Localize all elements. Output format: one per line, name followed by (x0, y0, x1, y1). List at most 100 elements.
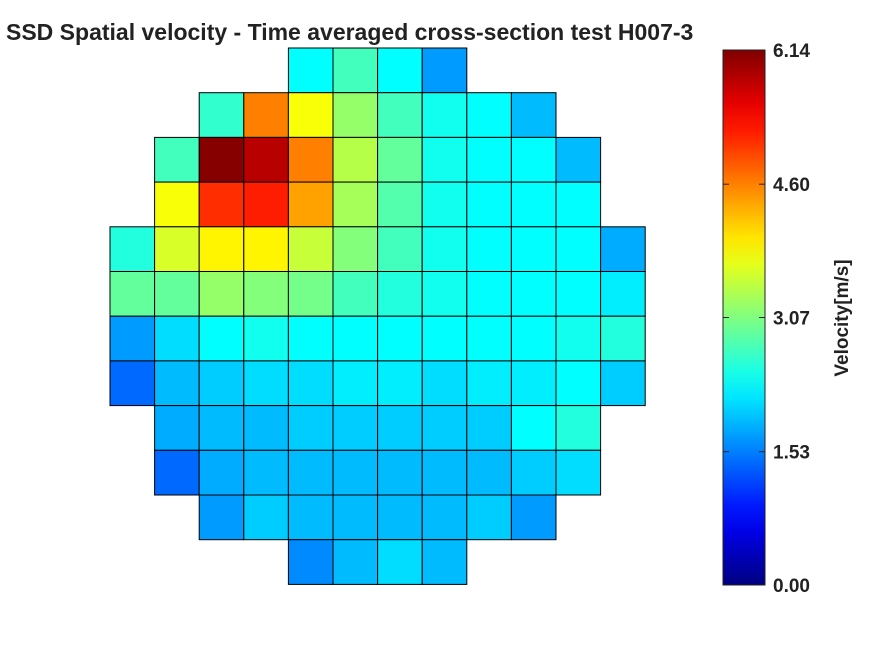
heatmap-cell-r1-c2 (198, 92, 245, 138)
heatmap-cell-r2-c2 (198, 136, 245, 183)
heatmap-cell-r2-c9 (510, 136, 557, 183)
heatmap-cell-r0-c7 (421, 47, 468, 94)
heatmap-cell-r9-c6 (377, 449, 423, 496)
heatmap-cell-r4-c11 (600, 226, 646, 273)
heatmap-cell-r4-c10 (555, 226, 602, 273)
heatmap-cell-r5-c3 (243, 271, 289, 317)
heatmap-cell-r4-c6 (377, 226, 423, 273)
heatmap-cell-r2-c1 (154, 136, 200, 183)
heatmap-cell-r4-c7 (421, 226, 468, 273)
colorbar-tick-label: 6.14 (773, 41, 810, 62)
heatmap-cell-r7-c9 (510, 360, 557, 407)
heatmap-cell-r8-c7 (421, 405, 468, 451)
heatmap-cell-r3-c5 (332, 181, 379, 228)
heatmap-cell-r6-c4 (287, 315, 334, 362)
heatmap-cell-r6-c3 (243, 315, 289, 362)
heatmap-cell-r6-c10 (555, 315, 602, 362)
heatmap-cell-r4-c1 (154, 226, 200, 273)
heatmap-cell-r6-c9 (510, 315, 557, 362)
heatmap-cell-r5-c4 (287, 271, 334, 317)
heatmap-cell-r9-c1 (154, 449, 200, 496)
heatmap-cell-r1-c5 (332, 92, 379, 138)
colorbar-gradient (722, 49, 766, 586)
heatmap-cell-r6-c8 (466, 315, 512, 362)
heatmap-cell-r5-c5 (332, 271, 379, 317)
heatmap-cell-r1-c9 (510, 92, 557, 138)
heatmap-cell-r2-c8 (466, 136, 512, 183)
heatmap-cell-r4-c5 (332, 226, 379, 273)
heatmap-cell-r10-c3 (243, 494, 289, 541)
heatmap-cell-r8-c1 (154, 405, 200, 451)
heatmap-cell-r3-c4 (287, 181, 334, 228)
heatmap-cell-r9-c7 (421, 449, 468, 496)
heatmap-cell-r0-c6 (377, 47, 423, 94)
heatmap-cell-r3-c7 (421, 181, 468, 228)
heatmap-cell-r1-c3 (243, 92, 289, 138)
heatmap-cell-r6-c1 (154, 315, 200, 362)
heatmap-cell-r10-c8 (466, 494, 512, 541)
heatmap-cell-r2-c4 (287, 136, 334, 183)
colorbar-tick-label: 3.07 (773, 309, 810, 330)
heatmap-cell-r7-c8 (466, 360, 512, 407)
heatmap-cell-r3-c2 (198, 181, 245, 228)
heatmap-cell-r9-c4 (287, 449, 334, 496)
heatmap-cell-r9-c10 (555, 449, 602, 496)
heatmap-cell-r11-c6 (377, 539, 423, 585)
heatmap-cell-r7-c6 (377, 360, 423, 407)
heatmap-cell-r4-c0 (109, 226, 156, 273)
heatmap-cell-r7-c11 (600, 360, 646, 407)
heatmap-cell-r8-c5 (332, 405, 379, 451)
heatmap-cell-r8-c10 (555, 405, 602, 451)
heatmap-cell-r5-c11 (600, 271, 646, 317)
heatmap-cell-r9-c2 (198, 449, 245, 496)
heatmap-cell-r10-c4 (287, 494, 334, 541)
heatmap-cell-r10-c9 (510, 494, 557, 541)
heatmap-cell-r8-c4 (287, 405, 334, 451)
heatmap-cell-r6-c7 (421, 315, 468, 362)
heatmap-cell-r5-c2 (198, 271, 245, 317)
heatmap-cell-r4-c9 (510, 226, 557, 273)
heatmap-cell-r4-c4 (287, 226, 334, 273)
heatmap-cell-r1-c6 (377, 92, 423, 138)
heatmap-cell-r2-c5 (332, 136, 379, 183)
heatmap-cell-r3-c6 (377, 181, 423, 228)
heatmap-cell-r4-c3 (243, 226, 289, 273)
heatmap-cell-r2-c6 (377, 136, 423, 183)
heatmap-cell-r8-c2 (198, 405, 245, 451)
heatmap-cell-r10-c5 (332, 494, 379, 541)
heatmap-cell-r11-c7 (421, 539, 468, 585)
heatmap-cell-r8-c6 (377, 405, 423, 451)
heatmap-cell-r8-c3 (243, 405, 289, 451)
heatmap-grid (109, 47, 646, 585)
heatmap-cell-r4-c8 (466, 226, 512, 273)
heatmap-cell-r1-c7 (421, 92, 468, 138)
heatmap-cell-r7-c7 (421, 360, 468, 407)
heatmap-cell-r11-c4 (287, 539, 334, 585)
heatmap-cell-r2-c7 (421, 136, 468, 183)
heatmap-cell-r10-c6 (377, 494, 423, 541)
heatmap-cell-r1-c8 (466, 92, 512, 138)
heatmap-cell-r6-c5 (332, 315, 379, 362)
heatmap-cell-r6-c11 (600, 315, 646, 362)
heatmap-cell-r9-c5 (332, 449, 379, 496)
heatmap-cell-r5-c7 (421, 271, 468, 317)
heatmap-cell-r8-c9 (510, 405, 557, 451)
heatmap-cell-r5-c9 (510, 271, 557, 317)
heatmap-cell-r5-c1 (154, 271, 200, 317)
colorbar: 6.14 4.60 3.07 1.53 0.00 Velocity[m/s] (722, 41, 853, 597)
heatmap-cell-r0-c4 (287, 47, 334, 94)
heatmap-cell-r5-c6 (377, 271, 423, 317)
heatmap-cell-r10-c7 (421, 494, 468, 541)
colorbar-label: Velocity[m/s] (832, 259, 853, 376)
heatmap-cell-r9-c9 (510, 449, 557, 496)
heatmap-cell-r4-c2 (198, 226, 245, 273)
heatmap-cell-r5-c8 (466, 271, 512, 317)
heatmap-cell-r7-c10 (555, 360, 602, 407)
heatmap-cell-r2-c3 (243, 136, 289, 183)
heatmap-cell-r7-c3 (243, 360, 289, 407)
colorbar-tick-label: 1.53 (773, 443, 810, 464)
heatmap-cell-r11-c5 (332, 539, 379, 585)
heatmap-cell-r7-c1 (154, 360, 200, 407)
heatmap-cell-r6-c6 (377, 315, 423, 362)
